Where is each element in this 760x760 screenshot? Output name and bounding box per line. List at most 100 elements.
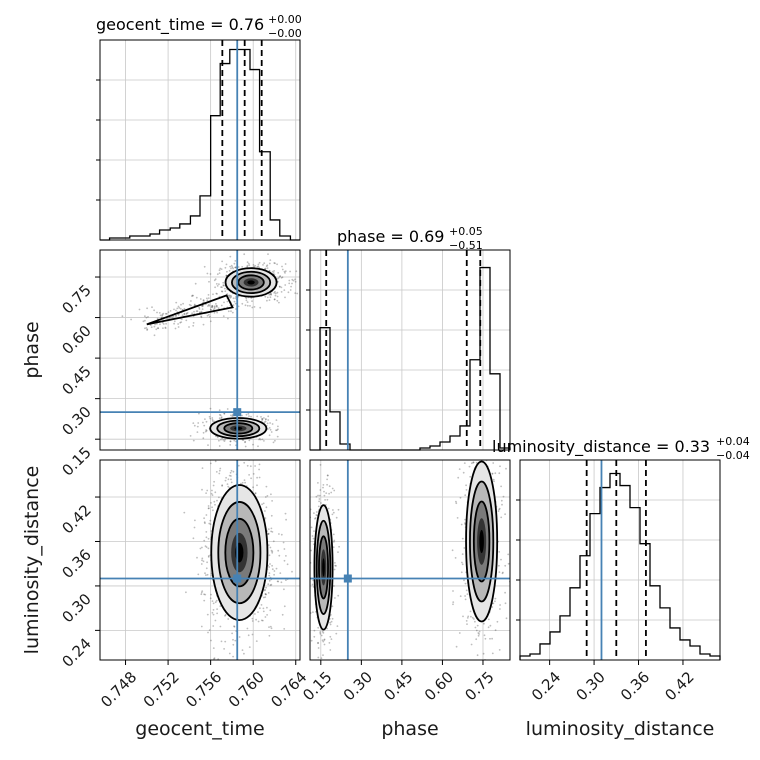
scatter-point — [258, 438, 260, 441]
scatter-point — [225, 263, 228, 266]
scatter-point — [246, 301, 249, 303]
scatter-point — [492, 415, 494, 417]
scatter-point — [467, 615, 470, 618]
scatter-point — [261, 417, 264, 420]
scatter-point — [222, 439, 225, 441]
scatter-point — [261, 503, 263, 506]
scatter-point — [267, 533, 270, 535]
scatter-point — [232, 267, 235, 270]
scatter-point — [212, 613, 215, 616]
scatter-point — [266, 299, 268, 302]
scatter-point — [193, 304, 196, 307]
scatter-point — [452, 590, 454, 592]
scatter-point — [215, 303, 217, 305]
scatter-point — [463, 579, 465, 582]
scatter-point — [504, 602, 507, 605]
scatter-point — [232, 655, 235, 658]
x-tick-label: 0.15 — [299, 668, 335, 704]
scatter-point — [209, 417, 212, 420]
scatter-point — [322, 654, 324, 656]
scatter-point — [455, 500, 457, 503]
scatter-point — [494, 629, 497, 632]
scatter-point — [336, 625, 339, 627]
scatter-point — [200, 310, 203, 313]
scatter-point — [225, 667, 227, 669]
scatter-point — [229, 296, 232, 299]
scatter-point — [207, 294, 210, 296]
scatter-point — [499, 608, 501, 610]
scatter-point — [273, 270, 275, 272]
scatter-point — [310, 549, 312, 552]
scatter-point — [212, 647, 215, 649]
scatter-point — [333, 489, 336, 492]
scatter-point — [337, 551, 339, 553]
scatter-point — [269, 259, 272, 261]
scatter-point — [250, 415, 252, 418]
scatter-point — [242, 666, 244, 668]
scatter-point — [185, 313, 188, 315]
x-axis-label-geocent-time: geocent_time — [135, 718, 264, 740]
scatter-point — [498, 472, 501, 475]
scatter-point — [180, 321, 183, 323]
x-tick-label: 0.756 — [182, 668, 225, 711]
scatter-point — [225, 476, 228, 479]
scatter-point — [489, 393, 491, 395]
scatter-point — [256, 415, 259, 418]
scatter-point — [252, 443, 254, 446]
scatter-point — [484, 637, 487, 640]
scatter-point — [499, 604, 501, 606]
scatter-point — [332, 511, 335, 514]
scatter-point — [269, 563, 271, 565]
scatter-point — [228, 652, 231, 655]
scatter-point — [334, 597, 336, 599]
scatter-point — [337, 508, 340, 511]
scatter-point — [283, 605, 286, 608]
scatter-point — [464, 595, 466, 597]
x-tick-label: 0.45 — [380, 668, 416, 704]
scatter-point — [247, 634, 250, 637]
scatter-point — [319, 489, 322, 491]
scatter-point — [272, 272, 275, 274]
scatter-point — [215, 292, 218, 295]
scatter-point — [207, 555, 210, 557]
scatter-point — [284, 270, 287, 272]
scatter-point — [168, 317, 171, 319]
scatter-point — [487, 626, 490, 629]
scatter-point — [241, 481, 244, 484]
scatter-point — [314, 517, 317, 519]
scatter-point — [274, 290, 276, 293]
scatter-point — [224, 266, 227, 269]
scatter-point — [265, 265, 268, 268]
scatter-point — [214, 491, 217, 494]
scatter-point — [174, 327, 177, 330]
scatter-point — [200, 591, 203, 594]
scatter-point — [205, 567, 208, 570]
scatter-point — [264, 418, 267, 421]
scatter-point — [500, 558, 502, 561]
scatter-point — [144, 327, 146, 330]
scatter-point — [322, 484, 325, 486]
title-phase-minus: −0.51 — [449, 239, 483, 252]
scatter-point — [216, 273, 219, 276]
scatter-point — [227, 478, 230, 481]
scatter-point — [279, 572, 282, 574]
scatter-point — [146, 328, 149, 331]
scatter-point — [273, 573, 275, 576]
scatter-point — [208, 522, 211, 525]
scatter-point — [283, 628, 286, 630]
scatter-point — [295, 270, 298, 273]
scatter-point — [328, 662, 330, 664]
scatter-point — [270, 431, 273, 433]
scatter-point — [227, 485, 230, 488]
y-tick-label: 0.30 — [58, 403, 94, 439]
scatter-point — [246, 304, 249, 307]
scatter-point — [206, 613, 209, 616]
x-tick-label: 0.42 — [661, 668, 697, 704]
scatter-point — [159, 314, 162, 317]
scatter-point — [263, 440, 265, 442]
scatter-point — [188, 326, 190, 328]
scatter-point — [266, 264, 269, 267]
scatter-point — [500, 485, 502, 488]
scatter-point — [276, 429, 278, 432]
scatter-point — [492, 422, 494, 424]
